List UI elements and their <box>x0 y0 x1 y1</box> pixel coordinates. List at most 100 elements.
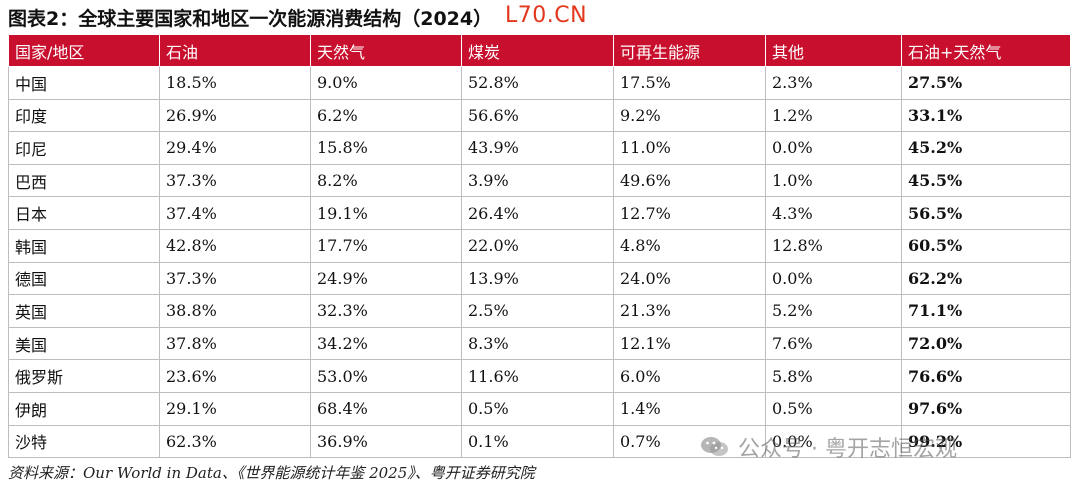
value-cell: 6.0% <box>613 359 766 393</box>
value-cell: 7.6% <box>765 326 902 361</box>
oil-gas-total-cell: 60.5% <box>901 228 1071 263</box>
value-cell: 0.0% <box>765 131 902 165</box>
table-row: 沙特 62.3% 36.9% 0.1% 0.7% 0.0% 99.2% <box>8 424 1071 459</box>
value-cell: 62.3% <box>159 424 311 459</box>
value-cell: 0.1% <box>461 424 614 459</box>
region-cell: 印度 <box>8 98 160 133</box>
value-cell: 56.6% <box>461 98 614 133</box>
value-cell: 21.3% <box>613 294 766 328</box>
table-row: 伊朗 29.1% 68.4% 0.5% 1.4% 0.5% 97.6% <box>8 391 1071 426</box>
site-watermark-text: L70.CN <box>505 3 588 28</box>
value-cell: 52.8% <box>461 66 614 100</box>
region-cell: 中国 <box>8 66 160 100</box>
value-cell: 0.0% <box>765 424 902 459</box>
value-cell: 34.2% <box>310 326 462 361</box>
value-cell: 26.9% <box>159 98 311 133</box>
source-note: 资料来源：Our World in Data、《世界能源统计年鉴 2025》、粤… <box>8 464 535 482</box>
value-cell: 26.4% <box>461 196 614 230</box>
table-row: 中国 18.5% 9.0% 52.8% 17.5% 2.3% 27.5% <box>8 66 1071 100</box>
oil-gas-total-cell: 99.2% <box>901 424 1071 459</box>
table-row: 英国 38.8% 32.3% 2.5% 21.3% 5.2% 71.1% <box>8 294 1071 328</box>
oil-gas-total-cell: 33.1% <box>901 98 1071 133</box>
value-cell: 19.1% <box>310 196 462 230</box>
value-cell: 12.1% <box>613 326 766 361</box>
value-cell: 1.4% <box>613 391 766 426</box>
header-cell: 可再生能源 <box>613 34 766 67</box>
header-cell: 煤炭 <box>461 34 614 67</box>
value-cell: 24.9% <box>310 261 462 296</box>
value-cell: 11.0% <box>613 131 766 165</box>
value-cell: 36.9% <box>310 424 462 459</box>
header-cell: 其他 <box>765 34 902 67</box>
region-cell: 英国 <box>8 294 160 328</box>
header-cell: 石油+天然气 <box>901 34 1071 67</box>
value-cell: 29.1% <box>159 391 311 426</box>
table-row: 巴西 37.3% 8.2% 3.9% 49.6% 1.0% 45.5% <box>8 163 1071 198</box>
figure-title: 图表2：全球主要国家和地区一次能源消费结构（2024） <box>8 8 493 30</box>
table-row: 俄罗斯 23.6% 53.0% 11.6% 6.0% 5.8% 76.6% <box>8 359 1071 393</box>
value-cell: 68.4% <box>310 391 462 426</box>
value-cell: 0.5% <box>765 391 902 426</box>
table-row: 印尼 29.4% 15.8% 43.9% 11.0% 0.0% 45.2% <box>8 131 1071 165</box>
value-cell: 11.6% <box>461 359 614 393</box>
region-cell: 韩国 <box>8 228 160 263</box>
value-cell: 22.0% <box>461 228 614 263</box>
oil-gas-total-cell: 45.5% <box>901 163 1071 198</box>
region-cell: 美国 <box>8 326 160 361</box>
oil-gas-total-cell: 76.6% <box>901 359 1071 393</box>
value-cell: 37.3% <box>159 261 311 296</box>
table-body: 中国 18.5% 9.0% 52.8% 17.5% 2.3% 27.5% 印度 26.9% 6.2… <box>8 66 1071 459</box>
value-cell: 3.9% <box>461 163 614 198</box>
value-cell: 37.8% <box>159 326 311 361</box>
oil-gas-total-cell: 72.0% <box>901 326 1071 361</box>
value-cell: 5.2% <box>765 294 902 328</box>
region-cell: 伊朗 <box>8 391 160 426</box>
region-cell: 印尼 <box>8 131 160 165</box>
value-cell: 53.0% <box>310 359 462 393</box>
value-cell: 4.8% <box>613 228 766 263</box>
header-cell: 石油 <box>159 34 311 67</box>
oil-gas-total-cell: 45.2% <box>901 131 1071 165</box>
oil-gas-total-cell: 71.1% <box>901 294 1071 328</box>
value-cell: 9.2% <box>613 98 766 133</box>
value-cell: 23.6% <box>159 359 311 393</box>
value-cell: 5.8% <box>765 359 902 393</box>
value-cell: 37.4% <box>159 196 311 230</box>
value-cell: 42.8% <box>159 228 311 263</box>
energy-table-container: 国家/地区 石油 天然气 煤炭 可再生能源 其他 石油+天然气 中国 18.5% 9… <box>8 34 1071 459</box>
table-header-row: 国家/地区 石油 天然气 煤炭 可再生能源 其他 石油+天然气 <box>8 34 1071 67</box>
value-cell: 8.3% <box>461 326 614 361</box>
region-cell: 日本 <box>8 196 160 230</box>
value-cell: 2.5% <box>461 294 614 328</box>
oil-gas-total-cell: 97.6% <box>901 391 1071 426</box>
value-cell: 1.2% <box>765 98 902 133</box>
value-cell: 0.7% <box>613 424 766 459</box>
region-cell: 巴西 <box>8 163 160 198</box>
value-cell: 12.7% <box>613 196 766 230</box>
oil-gas-total-cell: 62.2% <box>901 261 1071 296</box>
value-cell: 9.0% <box>310 66 462 100</box>
oil-gas-total-cell: 56.5% <box>901 196 1071 230</box>
value-cell: 12.8% <box>765 228 902 263</box>
region-cell: 德国 <box>8 261 160 296</box>
value-cell: 6.2% <box>310 98 462 133</box>
value-cell: 2.3% <box>765 66 902 100</box>
value-cell: 17.7% <box>310 228 462 263</box>
table-row: 日本 37.4% 19.1% 26.4% 12.7% 4.3% 56.5% <box>8 196 1071 230</box>
value-cell: 0.5% <box>461 391 614 426</box>
table-row: 德国 37.3% 24.9% 13.9% 24.0% 0.0% 62.2% <box>8 261 1071 296</box>
value-cell: 17.5% <box>613 66 766 100</box>
value-cell: 49.6% <box>613 163 766 198</box>
region-cell: 俄罗斯 <box>8 359 160 393</box>
value-cell: 37.3% <box>159 163 311 198</box>
oil-gas-total-cell: 27.5% <box>901 66 1071 100</box>
value-cell: 0.0% <box>765 261 902 296</box>
value-cell: 4.3% <box>765 196 902 230</box>
header-cell: 天然气 <box>310 34 462 67</box>
table-row: 韩国 42.8% 17.7% 22.0% 4.8% 12.8% 60.5% <box>8 228 1071 263</box>
value-cell: 43.9% <box>461 131 614 165</box>
region-cell: 沙特 <box>8 424 160 459</box>
value-cell: 8.2% <box>310 163 462 198</box>
header-cell: 国家/地区 <box>8 34 160 67</box>
table-row: 印度 26.9% 6.2% 56.6% 9.2% 1.2% 33.1% <box>8 98 1071 133</box>
